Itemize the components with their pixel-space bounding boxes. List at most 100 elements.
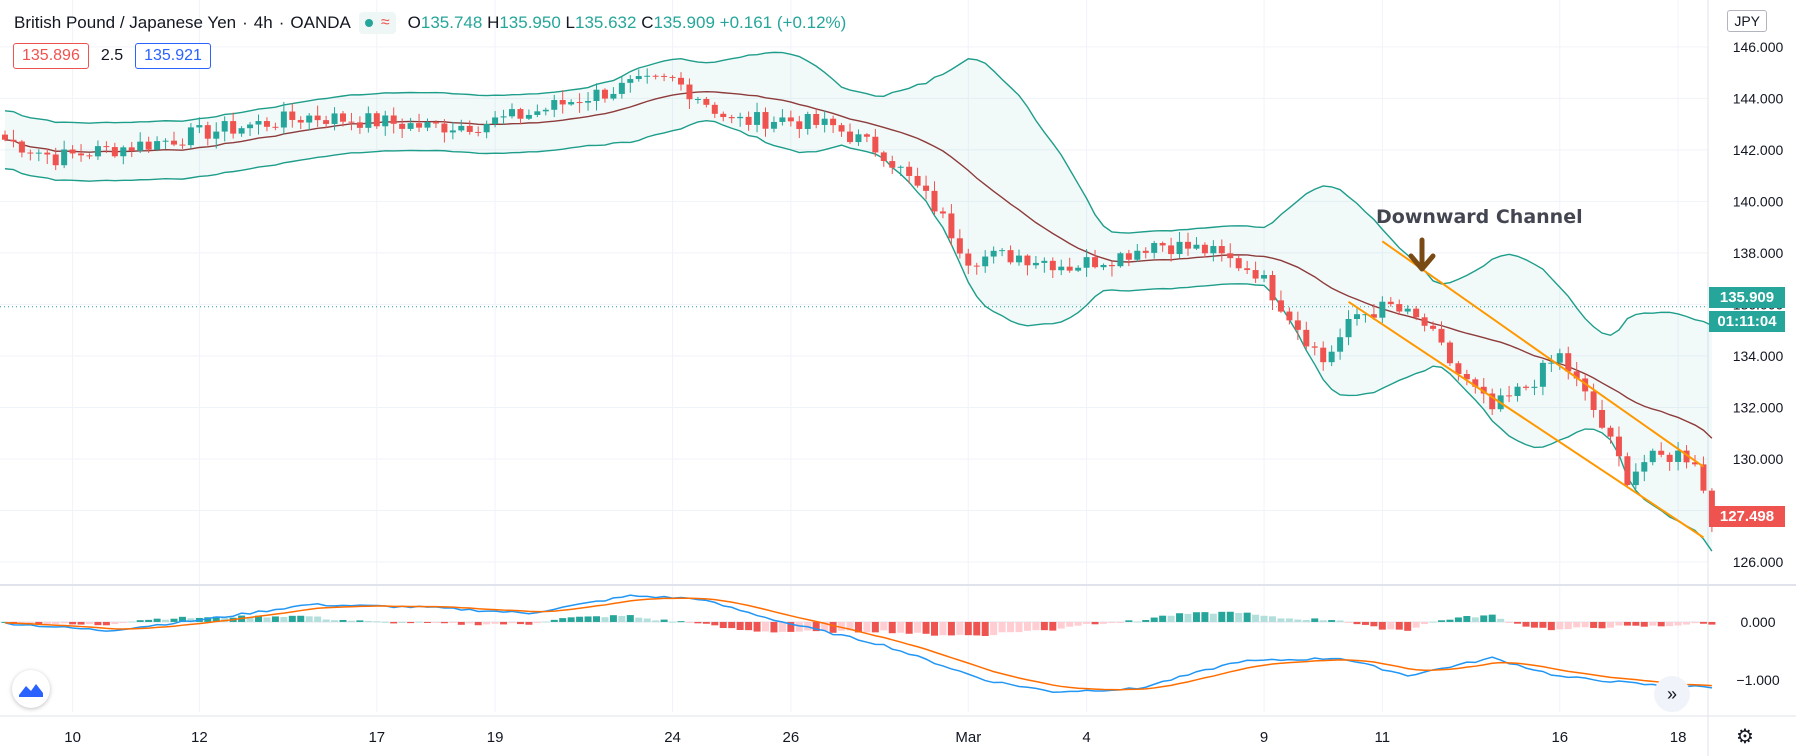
candle-body <box>247 124 254 129</box>
arrow-down-icon[interactable] <box>1408 237 1436 272</box>
candle-body <box>1193 244 1200 249</box>
macd-histogram-bar <box>457 621 465 625</box>
macd-histogram-bar <box>1539 621 1547 628</box>
candle-body <box>94 146 101 157</box>
macd-histogram-bar <box>1133 621 1141 623</box>
macd-histogram-bar <box>660 619 668 622</box>
candle-body <box>1599 409 1606 428</box>
macd-histogram-bar <box>787 621 795 632</box>
macd-histogram-bar <box>1674 621 1682 626</box>
macd-histogram-bar <box>474 621 482 626</box>
candle-body <box>1666 454 1673 462</box>
candle-body <box>855 134 862 143</box>
macd-histogram-bar <box>1007 621 1015 633</box>
candle-body <box>1117 253 1124 267</box>
macd-histogram-bar <box>897 621 905 633</box>
price-tick-label: 140.000 <box>1733 193 1784 209</box>
lower-band <box>4 119 1713 552</box>
candle-body <box>509 109 515 117</box>
candle-body <box>1041 260 1048 263</box>
candle-body <box>754 112 761 125</box>
candle-body <box>1615 436 1622 457</box>
candle-body <box>382 115 389 127</box>
macd-histogram-bar <box>26 621 34 624</box>
candle-body <box>179 144 186 146</box>
macd-histogram-bar <box>35 621 43 625</box>
macd-histogram-bar <box>1378 621 1386 630</box>
macd-histogram-bar <box>1311 618 1319 622</box>
candle-body <box>297 119 304 123</box>
price-axis[interactable]: 146.000144.000142.000140.000138.000136.0… <box>1733 39 1784 688</box>
currency-button[interactable]: JPY <box>1727 10 1767 32</box>
candle-body <box>1092 257 1099 268</box>
open-value: 135.748 <box>420 13 483 32</box>
macd-histogram-bar <box>981 621 989 637</box>
wave-icon: ≈ <box>380 14 390 31</box>
chart-annotation[interactable]: Downward Channel <box>1376 206 1583 228</box>
candle-body <box>999 250 1006 252</box>
tradingview-logo-icon[interactable] <box>12 670 50 708</box>
time-axis[interactable]: 10 12 17 19 24 26 Mar 4 9 11 16 18 <box>64 729 1686 746</box>
data-source: OANDA <box>290 13 351 32</box>
macd-histogram-bar <box>1657 621 1665 627</box>
macd-histogram-bar <box>1615 621 1623 626</box>
macd-histogram-bar <box>669 621 677 623</box>
macd-histogram-bar <box>1100 621 1107 624</box>
downward-channel[interactable] <box>1347 240 1705 539</box>
price-tick-label: 134.000 <box>1733 348 1784 364</box>
symbol-name[interactable]: British Pound / Japanese Yen <box>14 13 237 32</box>
macd-histogram-bar <box>525 621 533 625</box>
macd-histogram-bar <box>424 621 431 623</box>
macd-histogram-bar <box>888 621 896 634</box>
macd-histogram-bar <box>449 621 457 623</box>
bb-value-left[interactable]: 135.896 <box>13 43 89 69</box>
candle-body <box>263 121 270 127</box>
candle-body <box>111 147 118 157</box>
arrow-shape <box>1408 237 1436 272</box>
macd-histogram-bar <box>1623 621 1631 626</box>
macd-histogram-bar <box>508 621 516 624</box>
candle-body <box>627 79 634 83</box>
macd-histogram-bar <box>643 618 651 622</box>
macd-histogram-bar <box>1421 621 1429 625</box>
ohlc-values: O135.748 H135.950 L135.632 C135.909 +0.1… <box>407 13 847 32</box>
candle-body <box>500 116 507 118</box>
candle-body <box>1463 374 1470 380</box>
bb-value-right[interactable]: 135.921 <box>135 43 211 69</box>
macd-histogram-bar <box>1438 620 1445 622</box>
candle-body <box>1649 450 1656 463</box>
macd-histogram-bar <box>1277 618 1285 622</box>
candle-body <box>204 125 211 139</box>
macd-histogram-bar <box>542 621 550 623</box>
interval[interactable]: 4h <box>253 13 273 32</box>
candle-body <box>1354 314 1360 319</box>
double-chevron-right-icon[interactable]: » <box>1654 676 1690 712</box>
time-tick-label: 17 <box>368 729 385 746</box>
macd-histogram-bar <box>1184 613 1192 622</box>
time-tick-label: 12 <box>191 729 208 746</box>
candle-body <box>10 139 17 142</box>
candle-body <box>1016 255 1022 263</box>
macd-histogram-bar <box>356 620 364 622</box>
candle-body <box>931 190 938 212</box>
macd-histogram-bar <box>702 621 710 624</box>
gear-icon[interactable]: ⚙ <box>1736 726 1754 748</box>
macd-line <box>4 594 1713 694</box>
macd-histogram-bar <box>1294 619 1302 622</box>
candle-body <box>720 113 727 118</box>
macd-histogram-bar <box>1083 621 1091 624</box>
market-status[interactable]: ≈ <box>358 12 396 34</box>
macd-histogram-bar <box>500 621 508 625</box>
symbol-legend: British Pound / Japanese Yen · 4h · OAND… <box>14 12 847 34</box>
candle-body <box>711 104 718 114</box>
time-tick-label: 10 <box>64 729 81 746</box>
macd-histogram-bar <box>770 621 778 633</box>
candle-body <box>1201 244 1208 254</box>
macd-histogram-bar <box>1057 621 1065 629</box>
candlestick-series <box>2 68 1715 533</box>
current-price-label: 135.909 <box>1709 287 1785 308</box>
candle-body <box>694 98 701 100</box>
macd-histogram-bar <box>1252 614 1260 622</box>
macd-histogram-bar <box>584 616 592 622</box>
